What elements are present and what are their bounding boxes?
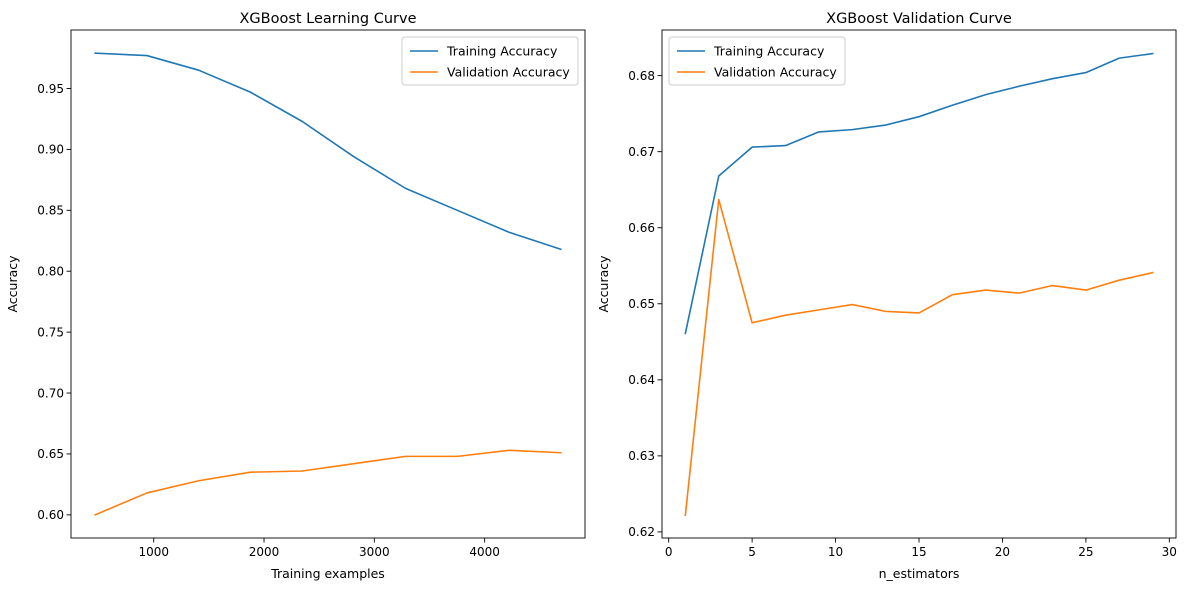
- x-axis-label: n_estimators: [879, 566, 960, 581]
- legend: Training Accuracy Validation Accuracy: [668, 36, 846, 86]
- chart-1: 1000 2000 3000 4000 0.60 0.65 0.70 0.75 0.80 0.85…: [5, 11, 586, 581]
- y-tick-label: 0.80: [37, 265, 64, 279]
- y-tick-label: 0.63: [628, 449, 655, 463]
- chart-title: XGBoost Validation Curve: [826, 11, 1012, 27]
- y-tick-label: 0.68: [628, 69, 655, 83]
- y-tick-label: 0.65: [37, 447, 64, 461]
- y-tick-label: 0.64: [628, 373, 655, 387]
- series-line-training-accuracy: [684, 52, 1154, 335]
- x-tick-label: 15: [911, 545, 926, 559]
- y-tick-label: 0.67: [628, 145, 655, 159]
- y-axis-label: Accuracy: [5, 255, 20, 313]
- x-tick-label: 20: [995, 545, 1010, 559]
- x-tick-label: 25: [1078, 545, 1093, 559]
- series-line-training-accuracy: [94, 52, 562, 251]
- plot-area-frame: [661, 29, 1177, 539]
- legend-label: Training Accuracy: [713, 44, 825, 59]
- y-tick-label: 0.90: [37, 143, 64, 157]
- x-axis-label: Training examples: [270, 566, 385, 581]
- x-tick-label: 4000: [469, 545, 500, 559]
- y-tick-label: 0.70: [37, 386, 64, 400]
- x-tick-label: 5: [748, 545, 756, 559]
- chart-2: 0 5 10 15 20 25 30 0.62 0.63 0.64 0.65 0.66 0.67 0.68…: [596, 11, 1177, 581]
- legend-frame: [401, 36, 579, 86]
- x-tick-label: 2000: [249, 545, 280, 559]
- series-line-validation-accuracy: [684, 198, 1154, 517]
- y-tick-label: 0.60: [37, 508, 64, 522]
- x-tick-label: 1000: [138, 545, 169, 559]
- y-tick-label: 0.75: [37, 325, 64, 339]
- y-tick-label: 0.62: [628, 525, 655, 539]
- y-axis-label: Accuracy: [596, 255, 611, 313]
- plot-area-frame: [70, 29, 586, 539]
- legend-label: Validation Accuracy: [714, 65, 837, 80]
- x-tick-label: 10: [828, 545, 843, 559]
- y-tick-label: 0.95: [37, 82, 64, 96]
- x-tick-label: 30: [1162, 545, 1177, 559]
- x-tick-label: 3000: [359, 545, 390, 559]
- legend-label: Training Accuracy: [446, 44, 558, 59]
- chart-title: XGBoost Learning Curve: [239, 11, 416, 27]
- legend-label: Validation Accuracy: [447, 65, 570, 80]
- series-line-validation-accuracy: [94, 449, 562, 516]
- y-tick-label: 0.85: [37, 204, 64, 218]
- legend-frame: [668, 36, 846, 86]
- x-tick-label: 0: [665, 545, 673, 559]
- y-tick-label: 0.65: [628, 297, 655, 311]
- y-tick-label: 0.66: [628, 221, 655, 235]
- legend: Training Accuracy Validation Accuracy: [401, 36, 579, 86]
